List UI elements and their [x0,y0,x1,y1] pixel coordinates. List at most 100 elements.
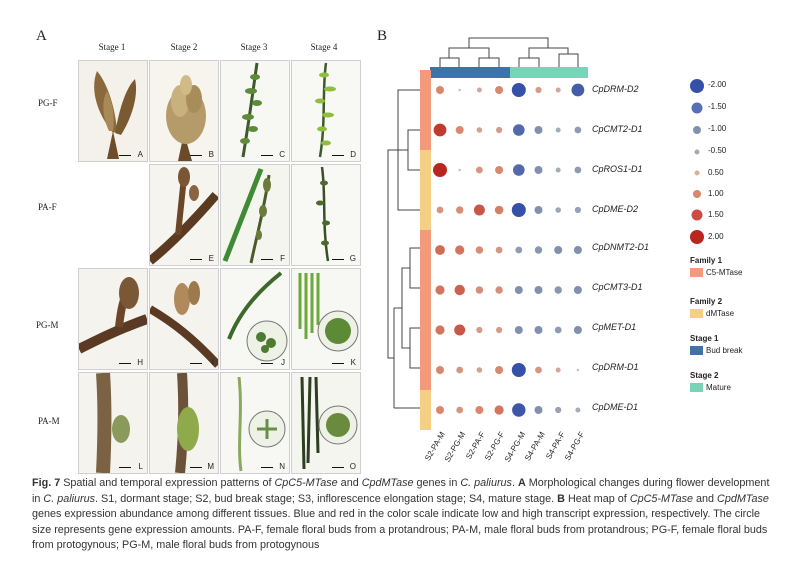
heatmap-dot [495,286,503,294]
heatmap-dot [514,326,523,334]
photo-l: L [78,372,148,474]
legend-dot [690,230,704,244]
caption-panel-a: A [517,477,526,489]
stage-3-header: Stage 3 [240,42,268,52]
heatmap-dot [534,406,543,414]
legend-dots [690,79,704,244]
heatmap-dot [534,166,543,174]
figure-caption: Fig. 7 Spatial and temporal expression p… [32,476,772,554]
heatmap-dot [435,245,445,255]
family1-title: Family 1 [690,256,723,265]
gene-label: CpDME-D2 [592,204,639,214]
heatmap-dot [495,86,504,94]
heatmap-dot [495,246,503,254]
heatmap-dot [513,164,525,176]
legend-value: 0.50 [708,168,724,177]
legend-dot [691,209,703,221]
heatmap-dot [433,163,447,177]
heatmap-dot [511,83,526,97]
photo-label-e: E [208,254,214,263]
heatmap-dot [515,246,523,254]
photo-label-k: K [350,358,356,367]
photo-label-n: N [279,462,285,471]
heatmap-dot [514,286,523,294]
photo-f: F [220,164,290,266]
heatmap-dot [534,246,543,254]
photo-label-l: L [138,462,143,471]
legend-value: -1.00 [708,124,727,133]
heatmap-dot [495,366,504,374]
caption-text: Morphological changes during flower deve… [32,477,770,505]
heatmap-dot [454,324,466,336]
heatmap-dot [494,205,504,215]
caption-gene: CpdMTase [361,477,414,489]
heatmap-dot [555,127,561,133]
catkin-image [300,376,358,470]
heatmap-dots [433,83,585,417]
photo-j: J [220,268,290,370]
heatmap-dot [456,406,464,414]
caption-text: Heat map of [564,492,630,505]
photo-c: C [220,60,290,162]
stage-1-header: Stage 1 [98,42,126,52]
photo-label-h: H [137,358,143,367]
male-bud-image [150,281,218,368]
gene-label: CpDRM-D2 [592,84,639,94]
legend-value: -1.50 [708,102,727,111]
heatmap-dot [534,126,543,134]
heatmap-dot [475,286,484,294]
stage-2-header: Stage 2 [170,42,198,52]
heatmap-dot [555,367,561,373]
photo-label-b: B [208,150,214,159]
photo-m: M [149,372,219,474]
heatmap-dot [458,88,462,92]
heatmap-dot [455,126,464,134]
photo-o: O [291,372,361,474]
flower-bud-image [150,167,218,265]
legend-dot [691,102,703,114]
legend-dot [693,190,701,198]
heatmap-dot [436,86,444,94]
column-dendrogram [439,37,579,67]
gene-label: CpCMT2-D1 [592,124,643,134]
heatmap-dot [456,366,464,374]
caption-fig-number: Fig. 7 [32,477,61,489]
heatmap-dot [476,87,482,93]
legend-value: 1.50 [708,210,724,219]
stage1-swatch [690,346,703,355]
heatmap-dot [535,86,542,94]
photo-i: I [149,268,219,370]
photo-label-g: G [349,254,356,263]
caption-gene: CpC5-MTase [274,477,338,489]
family2-label: dMTase [706,309,735,318]
photo-label-m: M [207,462,214,471]
caption-text: genes in [413,477,461,489]
row-label-pa-m: PA-M [38,416,60,426]
caption-gene: CpdMTase [717,492,769,505]
heatmap-dot [475,406,484,414]
photo-label-a: A [137,150,143,159]
stage1-label: Bud break [706,346,743,355]
heatmap-dot [574,206,582,214]
family2-title: Family 2 [690,297,723,306]
caption-species: C. paliurus [43,492,96,505]
legend-value: -0.50 [708,146,727,155]
caption-text: . [511,477,518,489]
legend-dot [694,170,700,176]
heatmap-dot [555,406,562,414]
heatmap-dot [454,284,465,296]
row-label-pg-f: PG-F [38,98,58,108]
stage-4-header: Stage 4 [310,42,338,52]
heatmap-dot [495,166,504,174]
heatmap-dot [435,285,445,295]
heatmap-dot [511,203,526,217]
caption-text: . S1, dormant stage; S2, bud break stage… [95,492,558,505]
heatmap-dot [554,326,562,334]
heatmap-dot [573,286,582,294]
heatmap-dot [455,245,465,255]
photo-b: B [149,60,219,162]
heatmap-dot [511,363,526,377]
heatmap-dot [555,167,561,173]
heatmap-dot [555,207,561,213]
photo-h: H [78,268,148,370]
